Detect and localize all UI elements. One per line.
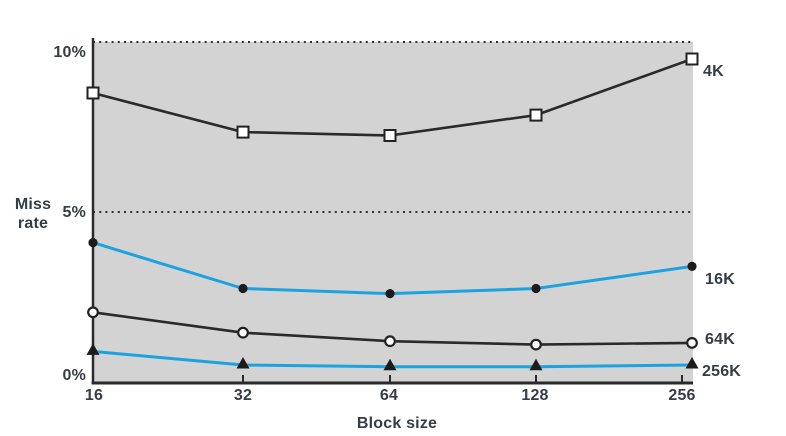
marker-16k-64 [385, 289, 395, 299]
marker-16k-128 [531, 283, 541, 294]
marker-4k-64 [383, 129, 397, 142]
x-tick-64: 64 [379, 387, 399, 404]
x-axis-title: Block size [356, 415, 438, 432]
marker-16k-256 [687, 261, 697, 271]
series-label-16k: 16K [705, 271, 735, 288]
marker-4k-32 [236, 125, 250, 139]
marker-256k-16 [86, 343, 100, 355]
marker-64k-32 [237, 326, 249, 339]
series-label-4k: 4K [703, 63, 724, 80]
marker-64k-16 [87, 306, 99, 319]
marker-64k-64 [384, 335, 396, 348]
marker-256k-64 [383, 358, 397, 371]
marker-16k-16 [88, 238, 98, 248]
x-tick-256: 256 [668, 387, 696, 404]
y-tick-10pct: 10% [53, 44, 86, 61]
marker-64k-256 [686, 337, 698, 349]
marker-4k-16 [86, 86, 100, 100]
series-label-256k: 256K [702, 363, 742, 380]
x-tick-16: 16 [84, 387, 104, 404]
y-tick-5pct: 5% [62, 204, 86, 221]
marker-256k-256 [685, 357, 699, 369]
series-label-64k: 64K [705, 331, 735, 348]
marker-16k-32 [238, 283, 248, 294]
marker-64k-128 [530, 338, 542, 351]
marker-4k-256 [685, 52, 699, 66]
y-tick-0pct: 0% [62, 367, 86, 384]
x-tick-32: 32 [233, 387, 253, 404]
y-axis-title: Miss rate [14, 196, 52, 232]
marker-256k-32 [236, 357, 250, 369]
x-tick-128: 128 [521, 387, 549, 404]
marker-256k-128 [529, 358, 543, 371]
marker-4k-128 [529, 108, 543, 122]
